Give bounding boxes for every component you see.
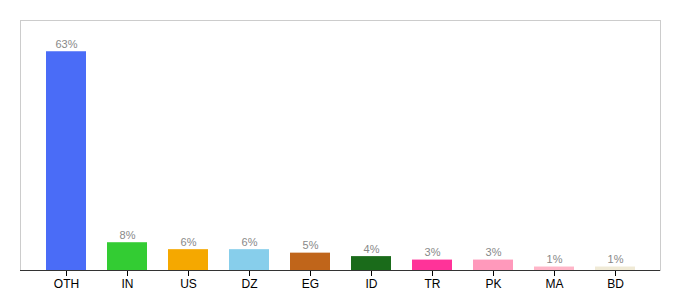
svg-text:3%: 3%: [425, 246, 441, 258]
svg-text:BD: BD: [607, 277, 624, 291]
svg-text:6%: 6%: [242, 236, 258, 248]
svg-text:4%: 4%: [364, 243, 380, 255]
svg-text:OTH: OTH: [54, 277, 79, 291]
svg-text:1%: 1%: [608, 253, 624, 265]
svg-text:ID: ID: [366, 277, 378, 291]
svg-text:TR: TR: [425, 277, 441, 291]
svg-text:3%: 3%: [486, 246, 502, 258]
svg-text:6%: 6%: [181, 236, 197, 248]
svg-text:US: US: [180, 277, 197, 291]
svg-text:IN: IN: [122, 277, 134, 291]
svg-text:MA: MA: [546, 277, 564, 291]
svg-text:EG: EG: [302, 277, 319, 291]
svg-text:DZ: DZ: [242, 277, 258, 291]
svg-text:63%: 63%: [55, 38, 77, 50]
svg-text:PK: PK: [485, 277, 501, 291]
svg-text:1%: 1%: [547, 253, 563, 265]
svg-text:8%: 8%: [120, 229, 136, 241]
svg-text:5%: 5%: [303, 239, 319, 251]
